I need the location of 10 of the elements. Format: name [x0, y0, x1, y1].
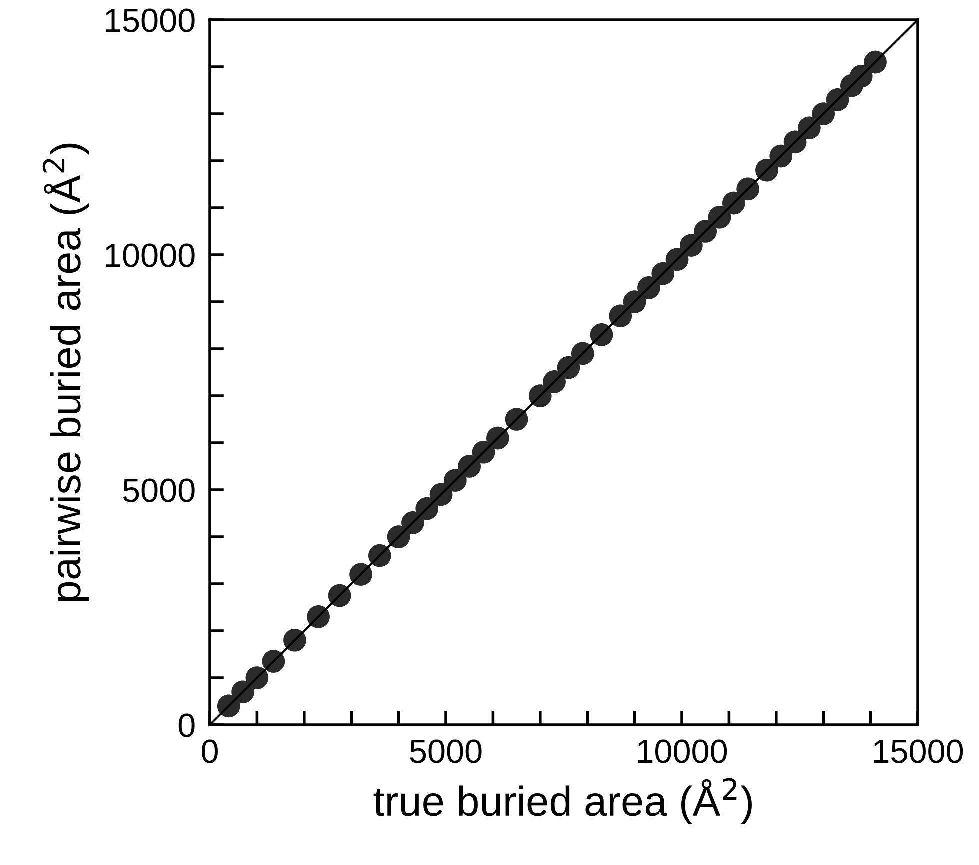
y-tick-label: 5000: [123, 478, 195, 502]
x-tick-label: 5000: [410, 740, 482, 764]
x-tick-label: 10000: [638, 740, 728, 764]
x-axis-title: true buried area (Å$^{2}$): [374, 778, 752, 825]
y-tick-label: 10000: [106, 244, 195, 268]
y-tick-label: 15000: [106, 8, 195, 32]
x-tick-label: 15000: [874, 740, 964, 764]
y-axis-title: pairwise buried area (Å$^{2}$): [42, 144, 90, 602]
x-tick-label: 0: [202, 740, 218, 764]
y-tick-label: 0: [178, 714, 195, 738]
